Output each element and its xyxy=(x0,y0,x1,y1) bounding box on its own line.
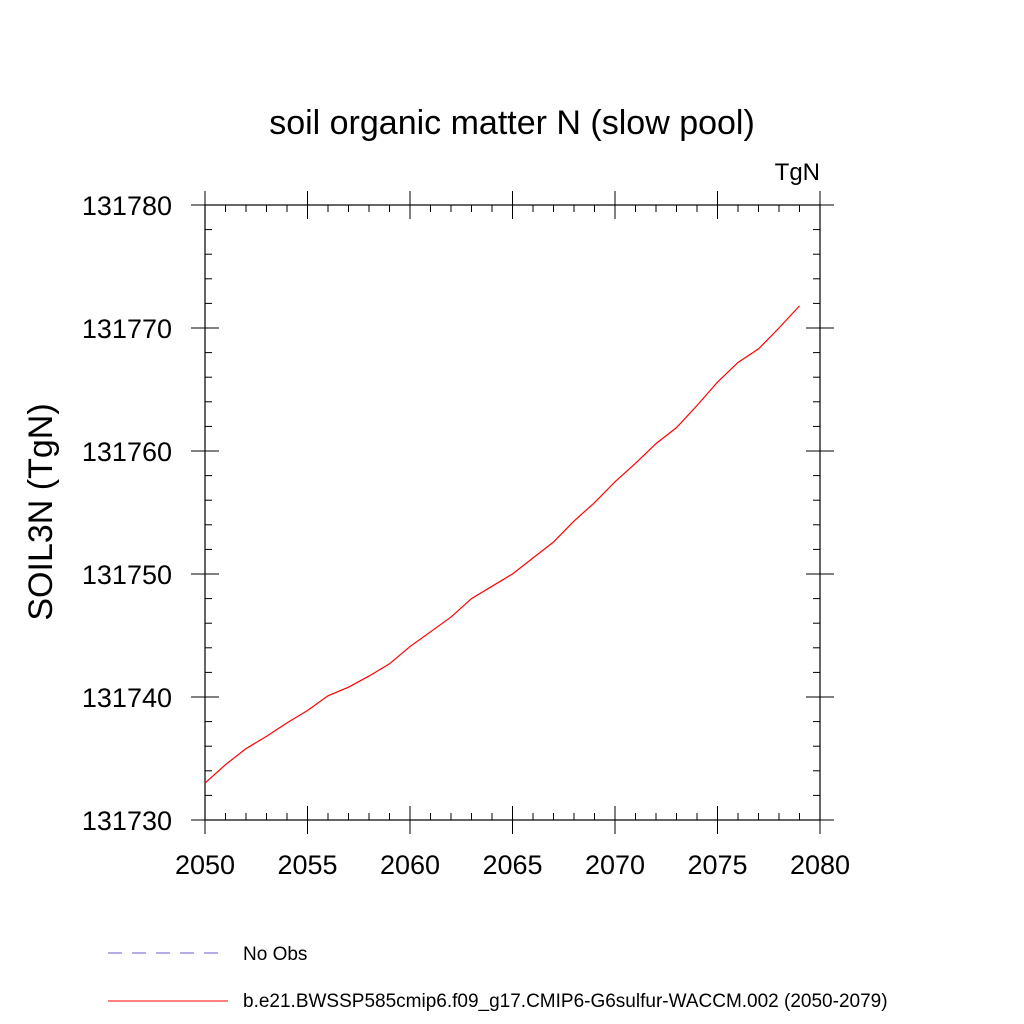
x-tick-label: 2050 xyxy=(175,850,235,880)
x-tick-label: 2080 xyxy=(790,850,850,880)
y-tick-label: 131770 xyxy=(82,314,172,344)
x-tick-label: 2060 xyxy=(380,850,440,880)
axis-tick-labels: 2050 2055 2060 2065 2070 2075 2080 131730 131740… xyxy=(82,191,850,880)
y-axis-label: SOIL3N (TgN) xyxy=(22,403,60,620)
x-tick-label: 2070 xyxy=(585,850,645,880)
series-line-1 xyxy=(204,305,800,784)
x-tick-label: 2075 xyxy=(687,850,747,880)
y-tick-label: 131760 xyxy=(82,437,172,467)
x-tick-label: 2065 xyxy=(482,850,542,880)
legend-label-model-run: b.e21.BWSSP585cmip6.f09_g17.CMIP6-G6sulf… xyxy=(243,991,888,1012)
y-tick-label: 131730 xyxy=(82,806,172,836)
plot-frame xyxy=(204,204,821,821)
series-layer xyxy=(204,305,800,784)
y-tick-label: 131780 xyxy=(82,191,172,221)
units-label: TgN xyxy=(775,159,820,186)
y-tick-label: 131750 xyxy=(82,560,172,590)
chart-title: soil organic matter N (slow pool) xyxy=(269,104,755,142)
y-tick-label: 131740 xyxy=(82,683,172,713)
x-tick-label: 2055 xyxy=(277,850,337,880)
axis-ticks xyxy=(191,191,834,834)
legend-label-no-obs: No Obs xyxy=(243,944,307,965)
legend: No Obs b.e21.BWSSP585cmip6.f09_g17.CMIP6… xyxy=(108,944,888,1012)
